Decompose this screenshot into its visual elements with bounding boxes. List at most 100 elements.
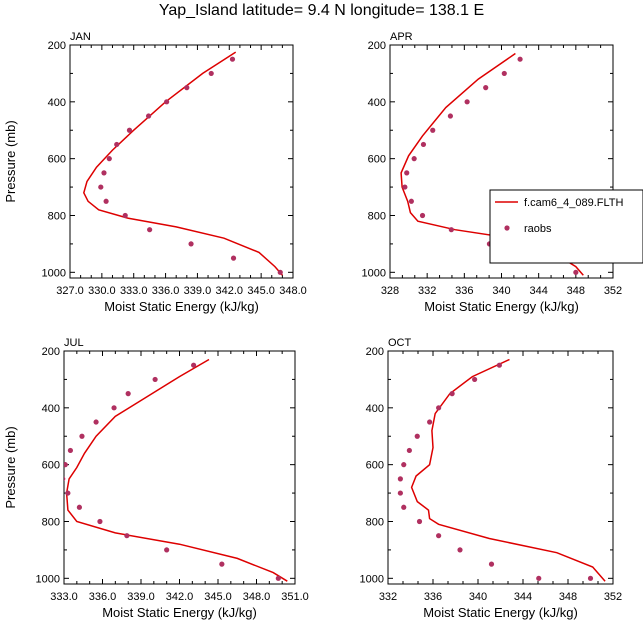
data-point-raobs [402,184,408,190]
data-point-raobs [64,476,66,482]
y-tick-label: 800 [48,210,66,222]
x-tick-label: 332 [379,591,397,603]
data-point-raobs [64,462,68,468]
x-tick-label: 345.0 [204,591,232,603]
data-point-raobs [101,170,107,176]
panel-label: OCT [388,337,412,349]
data-point-raobs [219,561,225,567]
x-tick-label: 342.0 [166,591,194,603]
panel-label: JUL [64,337,84,349]
y-tick-label: 800 [366,516,384,528]
x-tick-label: 332 [418,285,436,297]
panel-oct: 332 336 340 344 348 352 200 400 600 800 1000 OCT Moi… [360,337,623,620]
x-tick-label: 330.0 [88,285,116,297]
x-tick-label: 348 [567,285,585,297]
data-point-raobs [103,198,109,204]
panel-jan: 327.0 330.0 333.0 336.0 339.0 342.0 345.0 348.0… [3,31,307,314]
data-point-raobs [111,405,117,411]
data-point-raobs [536,575,542,581]
data-point-raobs [483,85,489,91]
data-point-raobs [419,212,426,219]
data-point-raobs [79,433,85,439]
x-tick-label: 340 [469,591,487,603]
data-point-raobs [430,127,436,133]
data-point-raobs [573,269,579,275]
y-tick-label: 800 [42,516,60,528]
data-point-raobs [416,518,423,525]
data-point-raobs [496,362,502,368]
data-point-raobs [208,70,214,77]
panel-label: APR [390,31,413,43]
plot-frame [69,44,294,279]
x-tick-label: 333.0 [120,285,148,297]
figure-title: Yap_Island latitude= 9.4 N longitude= 13… [158,2,485,19]
data-point-raobs [106,156,112,162]
y-tick-label: 1000 [36,573,60,585]
y-tick-label: 400 [366,403,384,415]
data-point-raobs [448,227,454,233]
y-tick-label: 200 [368,40,386,52]
data-point-raobs [436,405,442,411]
y-axis-title: Pressure (mb) [3,426,18,508]
x-tick-label: 339.0 [127,591,155,603]
x-tick-label: 336 [424,591,442,603]
data-point-raobs [401,504,407,510]
data-point-raobs [184,85,190,91]
y-axis-title: Pressure (mb) [3,120,18,202]
data-point-raobs [230,255,237,261]
y-tick-label: 200 [366,346,384,358]
x-tick-label: 340 [492,285,510,297]
y-tick-label: 600 [48,154,66,166]
data-point-raobs [587,575,594,581]
data-point-raobs [164,99,170,105]
data-point-raobs [67,447,74,454]
series-line-model [65,358,288,582]
data-point-raobs [147,227,153,233]
x-tick-label: 348.0 [243,591,271,603]
data-point-raobs [427,419,433,425]
x-tick-label: 351.0 [281,591,309,603]
x-tick-label: 344 [514,591,532,603]
y-tick-label: 600 [42,460,60,472]
series-line-model [410,358,606,582]
data-point-raobs [126,127,133,133]
x-tick-label: 348.0 [279,285,307,297]
data-point-raobs [229,56,236,62]
data-point-raobs [164,547,170,553]
data-point-raobs [414,433,420,439]
data-point-raobs [517,56,523,62]
plot-frame [63,350,296,585]
data-point-raobs [65,490,71,496]
data-point-raobs [420,141,427,148]
y-tick-label: 400 [368,97,386,109]
data-point-raobs [191,362,197,368]
data-point-raobs [76,504,82,510]
x-tick-label: 344 [529,285,547,297]
data-point-raobs [464,99,470,105]
data-point-raobs [397,490,403,496]
y-tick-label: 800 [368,210,386,222]
data-point-raobs [124,533,130,539]
panel-apr: 328 332 336 340 344 348 352 200 400 600 800 1000 APR… [362,31,623,314]
data-point-raobs [436,533,442,539]
data-point-raobs [408,198,414,204]
x-tick-label: 336.0 [89,591,117,603]
data-point-raobs [406,447,412,454]
x-tick-label: 328 [381,285,399,297]
x-tick-label: 342.0 [216,285,244,297]
data-point-raobs [188,241,194,247]
x-axis-title: Moist Static Energy (kJ/kg) [102,605,257,620]
data-point-raobs [472,376,478,383]
x-tick-label: 333.0 [50,591,78,603]
y-tick-label: 400 [48,97,66,109]
x-axis-title: Moist Static Energy (kJ/kg) [424,299,579,314]
data-point-raobs [114,141,120,148]
legend-marker-swatch [504,225,510,231]
data-point-raobs [277,269,283,275]
data-point-raobs [152,376,158,383]
x-tick-label: 336 [455,285,473,297]
x-tick-label: 352 [604,285,622,297]
x-tick-label: 348 [559,591,577,603]
data-point-raobs [449,391,455,397]
